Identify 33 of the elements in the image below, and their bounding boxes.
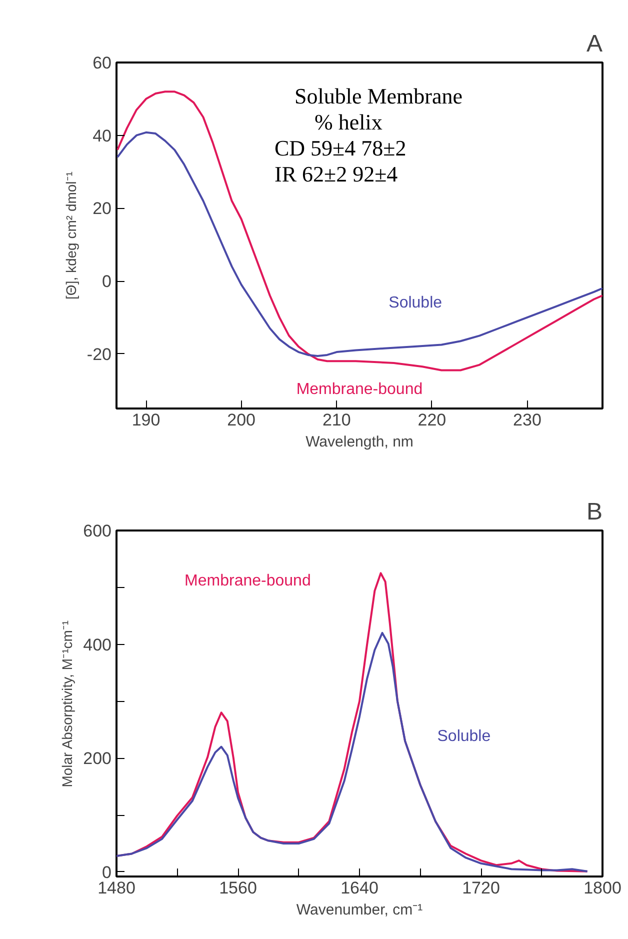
x-tick-label: 1560 [219,878,257,898]
annotation: Soluble Membrane [294,84,463,108]
y-tick-label: 0 [102,272,112,292]
x-tick-label: 1640 [340,878,378,898]
annotation: IR 62±2 92±4 [274,162,398,186]
y-axis-title: Molar Absorptivity, M⁻¹cm⁻¹ [59,620,76,788]
x-tick-label: 210 [322,410,351,430]
series-label: Membrane-bound [296,381,423,398]
x-tick-label: 190 [132,410,160,430]
y-tick-label: 600 [83,522,112,540]
text: Soluble [388,294,442,312]
y-axis-title: [Θ], kdeg cm² dmol⁻¹ [62,171,79,300]
x-tick-label: 1720 [462,878,500,898]
x-tick-label: 220 [418,410,446,430]
y-tick-label: 20 [92,199,112,218]
x-tick-label: 1800 [584,878,622,898]
y-tick-label: -20 [86,344,112,364]
x-tick-label: 200 [227,410,256,430]
line-series [116,131,602,358]
y-tick-label: 40 [92,126,112,146]
y-tick-label: 400 [83,635,112,654]
chart-title: A [586,30,603,58]
text: Membrane-bound [184,572,311,590]
annotation: CD 59±4 78±2 [274,136,406,160]
x-axis-title: Wavenumber, cm⁻¹ [296,902,423,918]
annotation: % helix [314,110,382,134]
series-label: Soluble [437,728,491,746]
x-axis-title: Wavelength, nm [306,434,414,450]
chart-title: B [586,498,603,526]
x-tick-label: 230 [513,410,542,430]
line-series [116,632,588,872]
y-tick-label: 60 [92,54,112,72]
y-tick-label: 200 [83,749,112,768]
